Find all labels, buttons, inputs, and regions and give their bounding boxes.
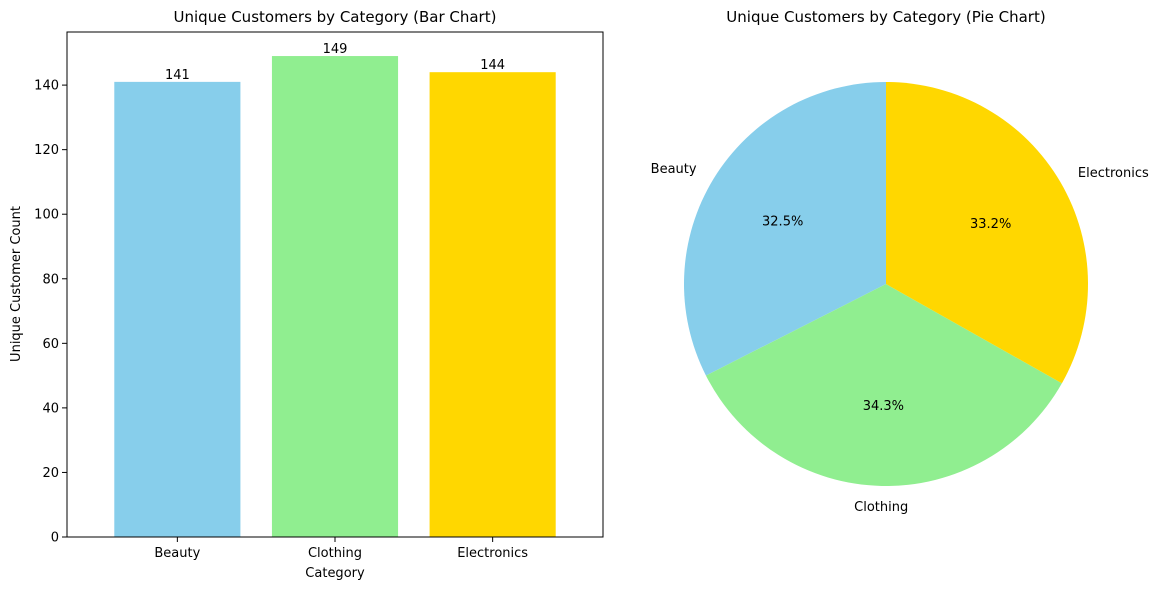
- pie-category-label: Electronics: [1078, 166, 1149, 181]
- pie-slice-beauty: [683, 82, 886, 376]
- pie-category-label: Beauty: [651, 162, 697, 177]
- pie-chart: Unique Customers by Category (Pie Chart)…: [651, 8, 1149, 515]
- pie-percent-label: 32.5%: [762, 215, 803, 230]
- y-tick-label: 0: [51, 531, 59, 546]
- x-tick-label: Clothing: [308, 546, 362, 561]
- bar-beauty: [114, 81, 241, 537]
- pie-percent-label: 34.3%: [863, 399, 904, 414]
- bar-value-label: 141: [165, 68, 190, 83]
- y-tick-label: 120: [34, 143, 59, 158]
- bar-value-label: 149: [323, 42, 348, 57]
- y-tick-label: 140: [34, 79, 59, 94]
- pie-category-labels: Beauty Clothing Electronics: [651, 162, 1149, 515]
- y-tick-label: 100: [34, 208, 59, 223]
- bar-value-labels: 141 149 144: [165, 42, 505, 83]
- bar-clothing: [271, 56, 399, 538]
- bar-value-label: 144: [480, 58, 505, 73]
- bar-chart-title: Unique Customers by Category (Bar Chart): [174, 8, 497, 26]
- bar-y-axis: 0 20 40 60 80 100 120 140: [34, 79, 67, 546]
- y-tick-label: 60: [42, 337, 59, 352]
- y-tick-label: 80: [42, 272, 59, 287]
- bar-series: [114, 56, 556, 538]
- pie-slice-electronics: [886, 82, 1088, 384]
- pie-category-label: Clothing: [854, 500, 908, 515]
- y-tick-label: 20: [42, 466, 59, 481]
- bar-x-axis-label: Category: [305, 566, 365, 581]
- x-tick-label: Beauty: [154, 546, 200, 561]
- pie-percent-labels: 32.5% 34.3% 33.2%: [762, 215, 1011, 415]
- bar-x-axis: Beauty Clothing Electronics: [154, 537, 528, 561]
- y-tick-label: 40: [42, 401, 59, 416]
- x-tick-label: Electronics: [457, 546, 528, 561]
- pie-percent-label: 33.2%: [970, 217, 1011, 232]
- pie-slice-clothing: [705, 284, 1062, 487]
- bar-chart: Unique Customers by Category (Bar Chart)…: [9, 8, 604, 581]
- bar-electronics: [429, 72, 556, 538]
- pie-chart-title: Unique Customers by Category (Pie Chart): [726, 8, 1045, 26]
- pie-slices: [683, 82, 1088, 487]
- bar-y-axis-label: Unique Customer Count: [9, 206, 24, 362]
